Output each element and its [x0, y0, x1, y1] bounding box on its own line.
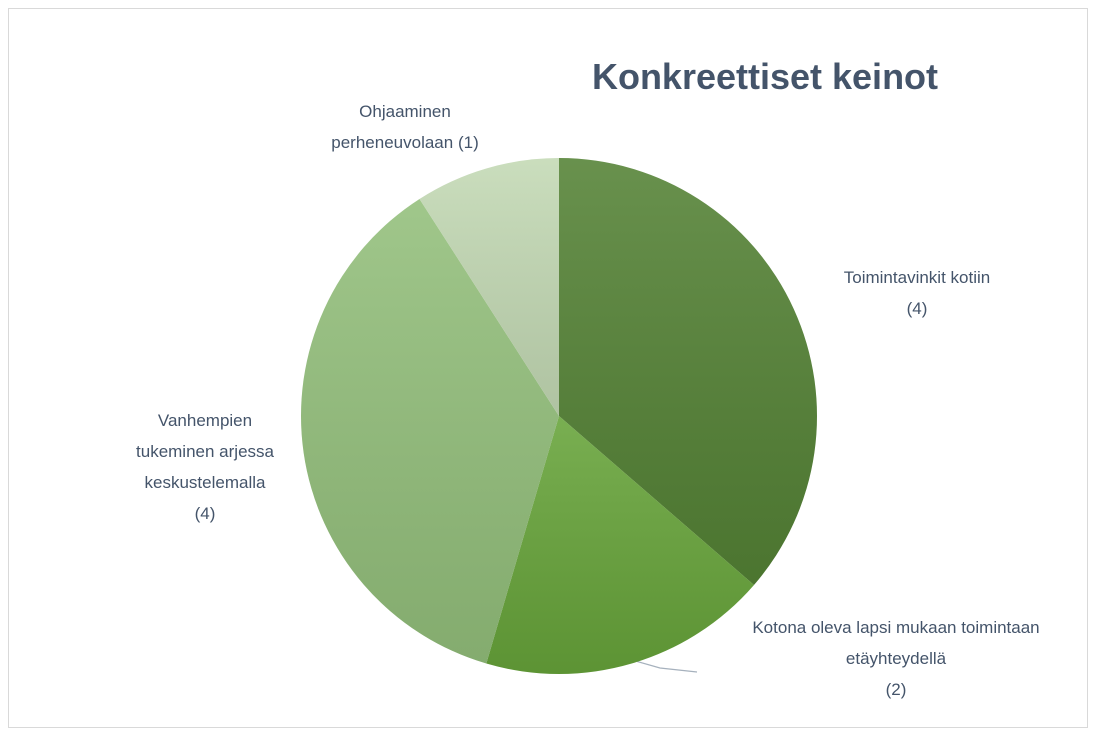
label-value: (2) [885, 680, 907, 699]
label-value: (1) [457, 133, 479, 152]
chart-frame [8, 8, 1088, 728]
data-label: Vanhempien tukeminen arjessa keskustelem… [120, 405, 290, 529]
label-category: Kotona oleva lapsi mukaan toimintaan etä… [752, 618, 1040, 668]
label-category: Vanhempien tukeminen arjessa keskustelem… [136, 411, 274, 492]
data-label: Toimintavinkit kotiin (4) [802, 262, 1032, 324]
label-value: (4) [194, 504, 216, 523]
leader-line [631, 659, 698, 673]
label-category: Toimintavinkit kotiin [843, 268, 991, 287]
data-label: Ohjaaminen perheneuvolaan (1) [315, 96, 495, 158]
label-category: Ohjaaminen perheneuvolaan [331, 102, 454, 152]
data-label: Kotona oleva lapsi mukaan toimintaan etä… [706, 612, 1086, 705]
label-value: (4) [906, 299, 928, 318]
chart-title: Konkreettiset keinot [591, 56, 939, 97]
